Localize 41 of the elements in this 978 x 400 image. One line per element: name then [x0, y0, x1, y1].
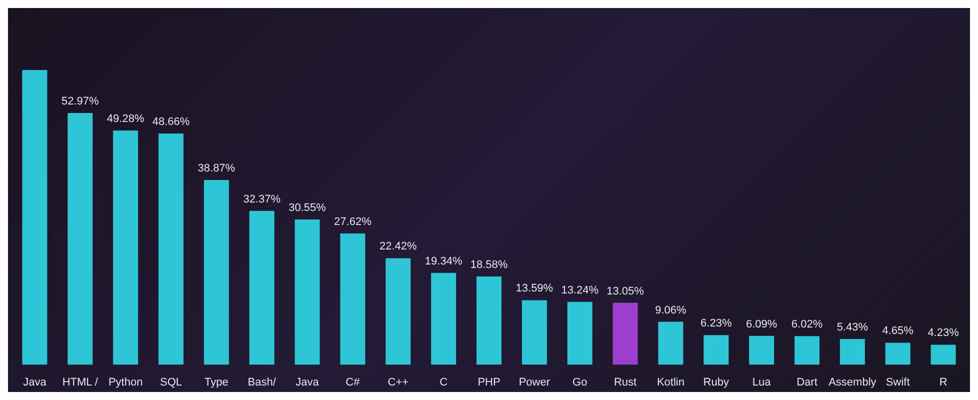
x-tick-label: Lua — [752, 376, 772, 388]
data-label: 48.66% — [152, 116, 190, 128]
data-label: 18.58% — [470, 258, 508, 271]
x-tick-label: Ruby — [703, 376, 730, 388]
data-label: 4.23% — [928, 327, 960, 340]
data-label: 19.34% — [424, 255, 462, 268]
x-tick-label: Rust — [614, 376, 637, 388]
data-label: 13.24% — [561, 284, 599, 296]
data-label: 9.06% — [655, 304, 687, 316]
data-label: 38.87% — [198, 162, 236, 175]
data-label: 4.65% — [882, 325, 914, 338]
x-tick-label: Java — [23, 376, 48, 388]
x-tick-label: Power — [518, 376, 550, 388]
x-tick-label: Python — [108, 376, 143, 388]
x-tick-label: Kotlin — [656, 376, 684, 388]
x-tick-label: Type — [204, 376, 228, 388]
data-label: 13.05% — [606, 285, 644, 298]
data-label: 6.02% — [791, 318, 823, 331]
x-tick-label: R — [939, 376, 948, 388]
data-label: 52.97% — [61, 95, 100, 108]
data-label: 6.23% — [700, 318, 732, 330]
x-tick-label: Dart — [796, 376, 818, 388]
data-label: 49.28% — [106, 113, 144, 126]
x-tick-label: C++ — [388, 376, 409, 388]
x-tick-label: PHP — [478, 376, 500, 388]
x-tick-label: C# — [346, 376, 361, 388]
data-label: 30.55% — [288, 202, 326, 214]
x-tick-label: Assembly — [828, 376, 877, 388]
data-label: 13.59% — [516, 282, 554, 295]
data-label: 5.43% — [836, 322, 868, 334]
data-label: 32.37% — [243, 193, 281, 206]
x-tick-label: HTML / — [62, 376, 99, 388]
x-tick-label: Swift — [886, 376, 910, 388]
x-tick-label: Bash/ — [248, 376, 277, 388]
data-label: 27.62% — [334, 216, 372, 228]
x-tick-label: Java — [296, 376, 320, 388]
data-label: 22.42% — [379, 240, 418, 253]
x-tick-label: C — [440, 376, 448, 388]
data-label: 6.09% — [746, 318, 778, 330]
x-tick-label: Go — [572, 376, 588, 388]
x-tick-label: SQL — [160, 376, 182, 388]
